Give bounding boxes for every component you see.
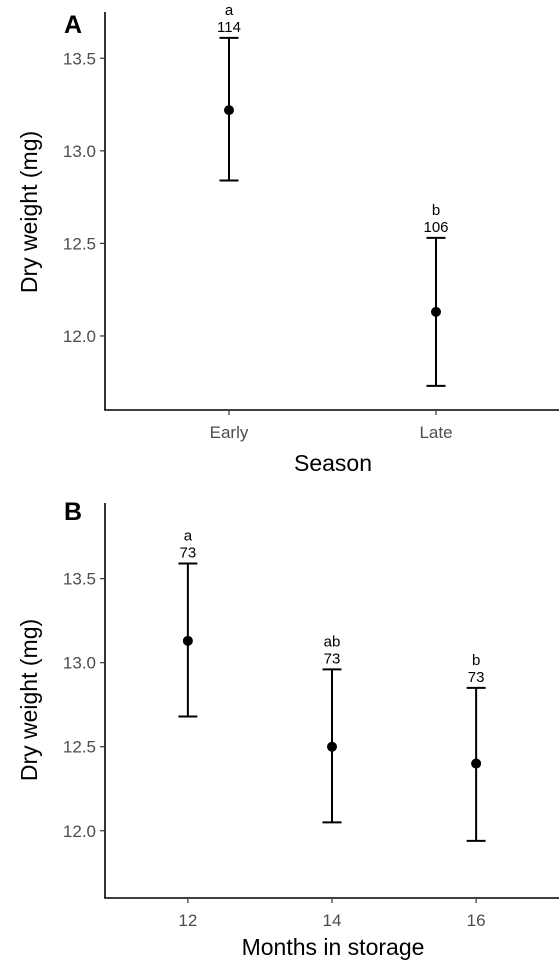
panel-b-y-tick-label: 13.5 bbox=[63, 570, 96, 589]
panel-b-sample-size: 73 bbox=[180, 545, 197, 562]
panel-b-x-axis-title: Months in storage bbox=[242, 934, 425, 960]
panel-b-group-letter: b bbox=[472, 652, 480, 669]
panel-a-y-axis-title: Dry weight (mg) bbox=[16, 131, 42, 293]
panel-b-x-tick-label: 12 bbox=[178, 911, 197, 930]
panel-b-sample-size: 73 bbox=[468, 669, 485, 686]
panel-b-group-letter: ab bbox=[324, 633, 341, 650]
panel-b-data-point bbox=[182, 635, 193, 646]
panel-a: A Dry weight (mg) Season 12.0 12.5 13.0 13.… bbox=[16, 2, 559, 476]
panel-b-sample-size: 73 bbox=[324, 650, 341, 667]
panel-b-data-point bbox=[327, 741, 337, 752]
panel-b-label: B bbox=[64, 498, 82, 526]
panel-b-y-axis-title: Dry weight (mg) bbox=[16, 619, 42, 781]
panel-a-data-point bbox=[224, 105, 234, 116]
panel-a-group-letter: a bbox=[225, 2, 234, 19]
panel-b-y-tick-label: 13.0 bbox=[63, 654, 96, 673]
panel-b-y-tick-label: 12.0 bbox=[63, 822, 96, 841]
panel-b-data-point bbox=[471, 758, 482, 769]
panel-a-y-tick-label: 12.5 bbox=[63, 234, 96, 253]
panel-a-y-tick-label: 13.0 bbox=[63, 142, 96, 161]
panel-a-sample-size: 106 bbox=[423, 219, 448, 236]
panel-a-x-tick-label: Late bbox=[419, 423, 452, 442]
panel-a-data-point bbox=[431, 306, 441, 317]
panel-b-y-tick-label: 12.5 bbox=[63, 738, 96, 757]
panel-a-sample-size: 114 bbox=[217, 19, 241, 36]
panel-a-x-tick-label: Early bbox=[210, 423, 249, 442]
panel-b-x-tick-label: 16 bbox=[467, 911, 486, 930]
panel-b-x-tick-label: 14 bbox=[323, 911, 342, 930]
panel-a-y-tick-label: 13.5 bbox=[63, 49, 96, 68]
panel-a-group-letter: b bbox=[432, 202, 440, 219]
panel-b-group-letter: a bbox=[184, 528, 193, 545]
panel-a-y-tick-label: 12.0 bbox=[63, 327, 96, 346]
panel-b: B Dry weight (mg) Months in storage 12.0… bbox=[16, 498, 559, 960]
panel-a-x-axis-title: Season bbox=[294, 450, 372, 476]
panel-a-label: A bbox=[64, 11, 82, 39]
